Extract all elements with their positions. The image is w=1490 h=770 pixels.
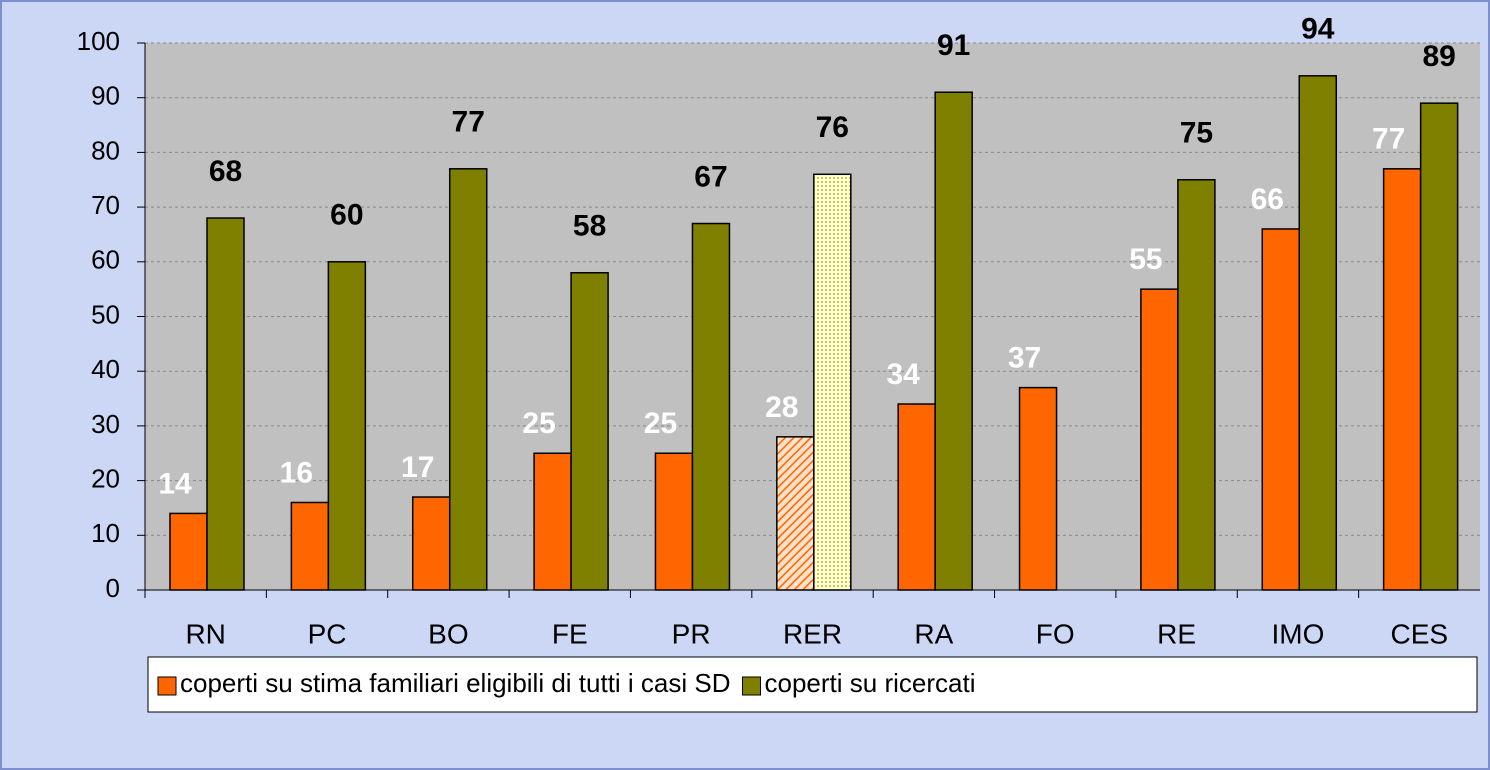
legend-box — [147, 656, 1478, 713]
data-label: 14 — [158, 467, 192, 500]
x-tick-label: PR — [672, 618, 711, 649]
data-label: 94 — [1301, 13, 1335, 46]
x-tick-label: RER — [783, 618, 842, 649]
data-label: 17 — [401, 451, 434, 484]
data-label: 58 — [573, 210, 606, 243]
data-label: 34 — [886, 358, 920, 391]
y-tick-label: 50 — [91, 299, 120, 329]
bar — [691, 222, 731, 591]
bar — [1261, 228, 1301, 591]
data-label: 75 — [1180, 117, 1213, 150]
data-label: 89 — [1422, 40, 1455, 73]
data-label: 60 — [330, 199, 363, 232]
x-tick-label: RN — [185, 618, 225, 649]
data-label: 67 — [694, 160, 727, 193]
bar — [1018, 386, 1058, 591]
x-tick-label: IMO — [1272, 618, 1325, 649]
x-tick-label: FO — [1036, 618, 1075, 649]
data-label: 77 — [452, 106, 485, 139]
data-label: 76 — [816, 111, 849, 144]
data-label: 16 — [280, 456, 313, 489]
y-tick-label: 30 — [91, 409, 120, 439]
data-label: 77 — [1372, 123, 1405, 156]
x-tick-label: PC — [308, 618, 347, 649]
bar — [1382, 168, 1422, 591]
y-tick-label: 0 — [106, 573, 120, 603]
data-label: 66 — [1251, 183, 1284, 216]
bar — [1177, 179, 1216, 591]
bar — [813, 173, 852, 591]
bar — [169, 512, 208, 591]
bar — [654, 452, 694, 591]
bar — [411, 496, 451, 591]
bar — [897, 403, 936, 591]
legend-label: coperti su ricercati — [765, 668, 976, 698]
y-tick-label: 70 — [91, 190, 120, 220]
bar — [934, 91, 973, 591]
x-tick-label: RE — [1157, 618, 1196, 649]
y-tick-label: 20 — [91, 463, 120, 493]
bar — [290, 501, 330, 591]
legend-label: coperti su stima familiari eligibili di … — [180, 668, 731, 698]
data-label: 37 — [1008, 342, 1041, 375]
legend-swatch — [157, 676, 177, 696]
data-label: 91 — [937, 29, 970, 62]
bar — [206, 217, 245, 591]
bar — [448, 168, 488, 591]
bar — [776, 436, 815, 591]
bar — [1419, 102, 1459, 591]
x-tick-label: CES — [1391, 618, 1449, 649]
bar — [570, 271, 609, 591]
bar — [327, 261, 367, 591]
bar — [1140, 288, 1179, 591]
data-label: 68 — [209, 155, 242, 188]
data-label: 55 — [1129, 243, 1162, 276]
legend-swatch — [742, 676, 762, 696]
x-tick-label: FE — [552, 618, 588, 649]
bar — [533, 452, 572, 591]
y-tick-label: 90 — [91, 81, 120, 111]
y-tick-label: 60 — [91, 245, 120, 275]
y-tick-label: 80 — [91, 135, 120, 165]
data-label: 28 — [765, 391, 798, 424]
bar — [1298, 75, 1338, 591]
y-tick-label: 40 — [91, 354, 120, 384]
data-label: 25 — [644, 407, 677, 440]
x-tick-label: BO — [428, 618, 468, 649]
x-tick-label: RA — [914, 618, 953, 649]
y-tick-label: 100 — [77, 26, 120, 56]
y-tick-label: 10 — [91, 518, 120, 548]
data-label: 25 — [522, 407, 555, 440]
